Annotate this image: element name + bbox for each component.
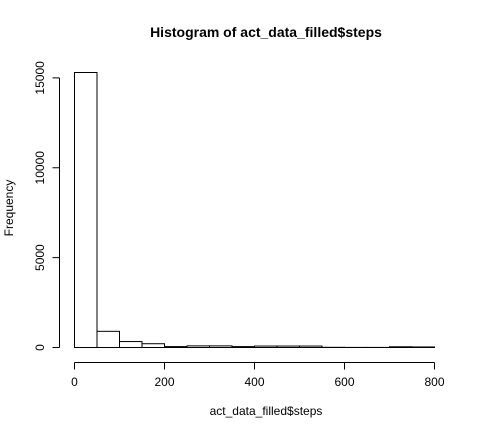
histogram-bar [276,345,300,349]
histogram-bar [299,345,323,349]
y-tick-label: 0 [33,344,47,351]
histogram-bar [96,330,120,348]
y-tick-label: 5000 [33,244,47,271]
histogram-bar [254,345,278,349]
x-tick-label: 400 [244,375,264,389]
x-tick-label: 600 [334,375,354,389]
x-tick-label: 800 [424,375,444,389]
x-tick-label: 0 [71,375,78,389]
x-tick-label: 200 [154,375,174,389]
histogram-bar [186,345,210,349]
x-axis-label: act_data_filled$steps [210,404,323,418]
y-tick-label: 15000 [33,61,47,95]
histogram-bar [119,341,143,349]
y-tick-label: 10000 [33,151,47,185]
y-axis: 0 5000 10000 15000 [33,61,60,351]
histogram-bar [389,346,413,348]
chart-title: Histogram of act_data_filled$steps [150,24,382,40]
histogram-bar [411,346,435,349]
bars-group [74,72,435,349]
histogram-bar [231,346,255,349]
histogram-bar [164,346,188,349]
histogram-bar [74,72,98,348]
histogram-bar [141,343,165,349]
x-axis: 0 200 400 600 800 [71,362,445,389]
y-axis-label: Frequency [2,180,16,237]
histogram-bar [209,345,233,349]
